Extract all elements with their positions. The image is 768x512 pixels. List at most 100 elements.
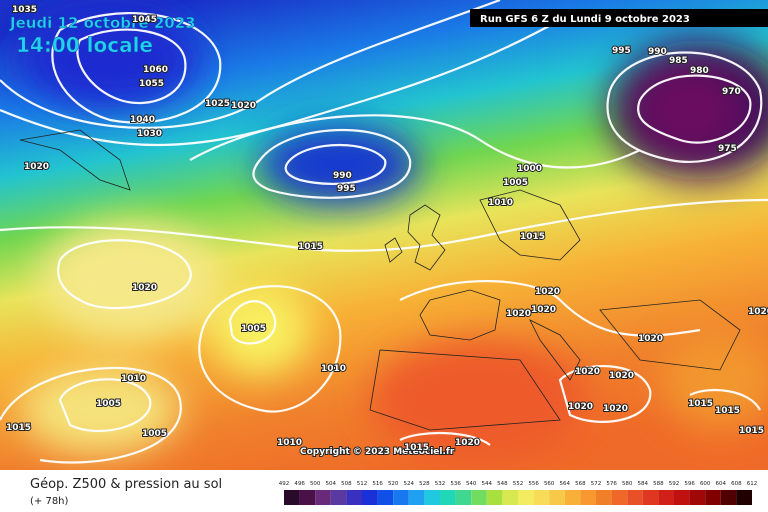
scale-swatch	[362, 490, 378, 505]
scale-label: 548	[497, 481, 508, 487]
scale-label: 600	[700, 481, 711, 487]
scale-label: 524	[404, 481, 415, 487]
scale-label: 532	[435, 481, 446, 487]
scale-label: 528	[419, 481, 430, 487]
isobar-label: 1015	[520, 232, 545, 242]
isobar-label: 1020	[609, 371, 634, 381]
isobar-label: 1010	[488, 198, 513, 208]
scale-swatch	[408, 490, 425, 505]
isobar-label: 1010	[277, 438, 302, 448]
isobar-label: 995	[612, 46, 631, 56]
scale-swatch	[705, 490, 721, 505]
isobar-label: 990	[333, 171, 352, 181]
isobar-label: 1015	[298, 242, 323, 252]
scale-label: 496	[294, 481, 305, 487]
isobar-label: 1020	[231, 101, 256, 111]
isobar-label: 1020	[132, 283, 157, 293]
scale-swatch	[611, 490, 628, 505]
isobar-label: 1020	[535, 287, 560, 297]
scale-label: 508	[341, 481, 352, 487]
scale-swatch	[299, 490, 316, 505]
isobar-label: 1005	[96, 399, 121, 409]
isobar-label: 1015	[739, 426, 764, 436]
scale-swatch	[377, 490, 394, 505]
scale-label: 500	[310, 481, 321, 487]
scale-label: 512	[357, 481, 368, 487]
scale-label: 556	[528, 481, 539, 487]
isobar-label: 970	[722, 87, 741, 97]
isobar-label: 1045	[132, 15, 157, 25]
isobar-label: 1015	[688, 399, 713, 409]
scale-swatch	[284, 490, 300, 505]
scale-label: 588	[653, 481, 664, 487]
scale-label: 520	[388, 481, 399, 487]
isobar-label: 990	[648, 47, 667, 57]
scale-swatch	[564, 490, 581, 505]
scale-swatch	[330, 490, 347, 505]
scale-swatch	[689, 490, 706, 505]
scale-swatch	[518, 490, 534, 505]
scale-swatch	[736, 490, 752, 505]
isobar-label: 1015	[6, 423, 31, 433]
map-background	[0, 0, 768, 470]
scale-swatch	[549, 490, 565, 505]
scale-label: 604	[716, 481, 727, 487]
isobar-label: 975	[718, 144, 737, 154]
isobar-label: 1015	[715, 406, 740, 416]
isobar-label: 1010	[321, 364, 346, 374]
scale-label: 564	[560, 481, 571, 487]
scale-swatch	[346, 490, 362, 505]
scale-swatch	[720, 490, 737, 505]
isobar-label: 1020	[455, 438, 480, 448]
isobar-label: 1015	[404, 443, 429, 453]
scale-swatch	[580, 490, 596, 505]
isobar-label: 1020	[568, 402, 593, 412]
isobar-label: 1010	[121, 374, 146, 384]
forecast-time: 14:00 locale	[16, 33, 153, 57]
run-info: Run GFS 6 Z du Lundi 9 octobre 2023	[480, 14, 690, 25]
color-scale: 492 496 500 504 508 512 516 520 524 528 532 536 540 5…	[279, 481, 757, 505]
isobar-label: 1030	[137, 129, 162, 139]
scale-label: 608	[731, 481, 742, 487]
run-banner	[470, 9, 768, 27]
copyright: Copyright © 2023 Meteociel.fr	[300, 447, 455, 457]
isobar-label: 995	[337, 184, 356, 194]
isobar-label: 1000	[517, 164, 542, 174]
isobar-label: 1020	[506, 309, 531, 319]
scale-label: 584	[638, 481, 649, 487]
isobar-label: 1020	[575, 367, 600, 377]
scale-label: 536	[450, 481, 461, 487]
scale-swatch	[533, 490, 550, 505]
scale-label: 544	[482, 481, 493, 487]
scale-swatch	[315, 490, 331, 505]
forecast-date: Jeudi 12 octobre 2023	[9, 14, 196, 32]
isobar-label: 1060	[143, 65, 168, 75]
scale-label: 580	[622, 481, 633, 487]
isobar-label: 1005	[503, 178, 528, 188]
isobar-label: 1040	[130, 115, 155, 125]
scale-label: 492	[279, 481, 290, 487]
isobar-label: 1055	[139, 79, 164, 89]
scale-label: 504	[326, 481, 337, 487]
scale-swatch	[424, 490, 440, 505]
isobar-label: 1020	[748, 307, 768, 317]
footer-title: Géop. Z500 & pression au sol	[30, 477, 222, 492]
scale-label: 592	[669, 481, 680, 487]
isobar-label: 980	[690, 66, 709, 76]
scale-swatch	[393, 490, 409, 505]
isobar-label: 1020	[531, 305, 556, 315]
isobar-label: 1025	[205, 99, 230, 109]
scale-label: 540	[466, 481, 477, 487]
isobar-label: 1005	[142, 429, 167, 439]
scale-swatch	[455, 490, 472, 505]
scale-swatch	[486, 490, 503, 505]
scale-label: 568	[575, 481, 586, 487]
scale-swatch	[596, 490, 612, 505]
scale-label: 552	[513, 481, 524, 487]
footer-lead: (+ 78h)	[30, 496, 69, 507]
scale-swatch	[627, 490, 643, 505]
scale-label: 576	[606, 481, 617, 487]
